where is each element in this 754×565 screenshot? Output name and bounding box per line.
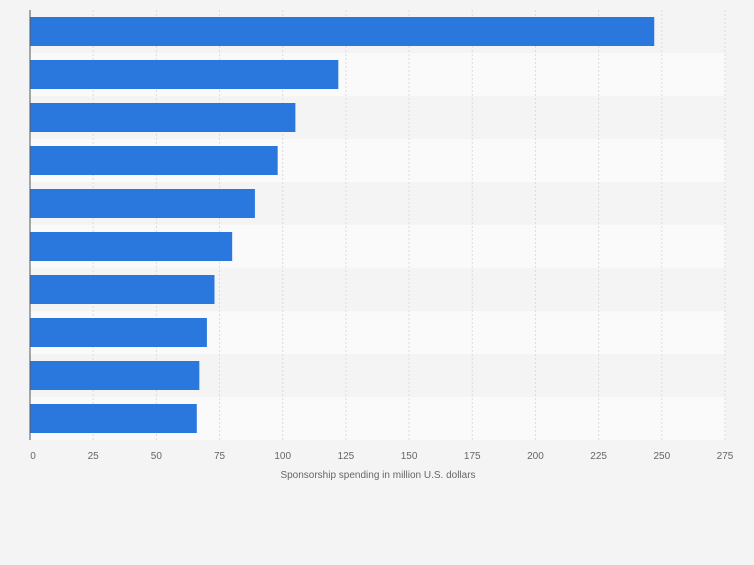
x-tick-label: 225 bbox=[590, 451, 607, 462]
bar[interactable] bbox=[30, 318, 207, 347]
x-tick-label: 75 bbox=[214, 451, 226, 462]
bar[interactable] bbox=[30, 146, 278, 175]
x-tick-label: 50 bbox=[151, 451, 163, 462]
x-tick-label: 275 bbox=[717, 451, 734, 462]
bars bbox=[30, 17, 655, 433]
x-tick-label: 175 bbox=[464, 451, 481, 462]
bar[interactable] bbox=[30, 17, 655, 46]
bar[interactable] bbox=[30, 103, 296, 132]
x-tick-label: 125 bbox=[338, 451, 355, 462]
bar[interactable] bbox=[30, 404, 197, 433]
x-tick-label: 250 bbox=[653, 451, 670, 462]
x-axis-label: Sponsorship spending in million U.S. dol… bbox=[280, 470, 475, 481]
x-tick-label: 200 bbox=[527, 451, 544, 462]
x-tick-label: 0 bbox=[30, 451, 36, 462]
x-tick-label: 150 bbox=[401, 451, 418, 462]
bar[interactable] bbox=[30, 275, 215, 304]
bar[interactable] bbox=[30, 361, 200, 390]
bar[interactable] bbox=[30, 189, 255, 218]
bar[interactable] bbox=[30, 232, 233, 261]
bar[interactable] bbox=[30, 60, 339, 89]
x-tick-label: 100 bbox=[274, 451, 291, 462]
x-tick-label: 25 bbox=[88, 451, 100, 462]
x-tick-labels: 0 25 50 75 100 125 150 175 200 225 250 275 bbox=[30, 451, 734, 462]
